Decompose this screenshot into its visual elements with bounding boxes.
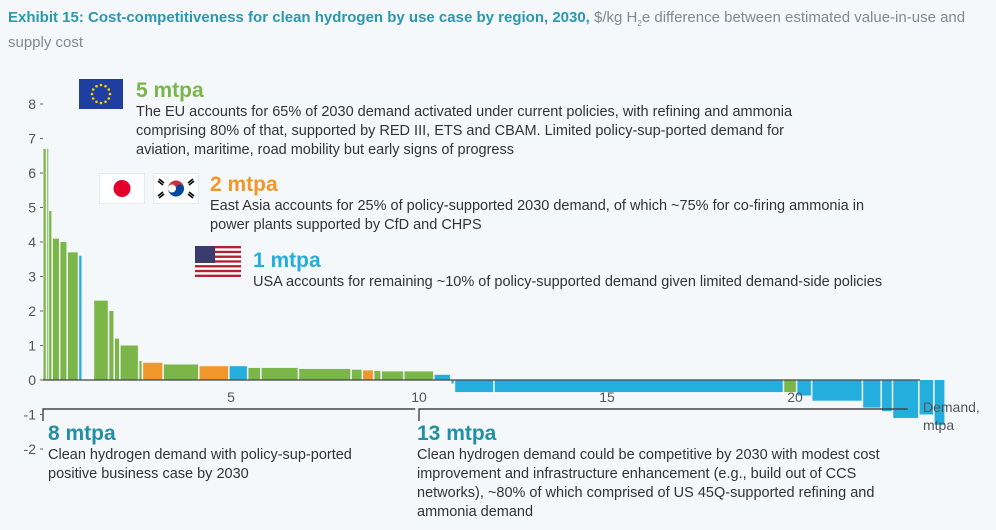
competitive-case-callout: 13 mtpa Clean hydrogen demand could be c… <box>417 422 887 522</box>
y-tick-label-2: 2 <box>28 303 36 319</box>
east-asia-callout: 2 mtpa East Asia accounts for 25% of pol… <box>210 173 890 235</box>
bar-11 <box>120 345 138 380</box>
bracket-1 <box>42 408 416 421</box>
y-tick-label-5: 5 <box>28 200 36 216</box>
positive-case-callout: 8 mtpa Clean hydrogen demand with policy… <box>48 422 368 484</box>
competitive-case-text: Clean hydrogen demand could be competiti… <box>417 447 880 520</box>
bar-33 <box>881 380 892 412</box>
bar-21 <box>363 370 373 380</box>
usa-text: USA accounts for remaining ~10% of polic… <box>253 274 883 290</box>
y-tick-label-8: 8 <box>28 96 36 112</box>
bar-19 <box>299 368 351 380</box>
bar-28 <box>494 380 783 393</box>
bar-27 <box>455 380 494 393</box>
usa-callout: 1 mtpa USA accounts for remaining ~10% o… <box>253 249 933 292</box>
bar-2 <box>47 148 49 380</box>
bar-8 <box>94 300 108 380</box>
eu-callout: 5 mtpa The EU accounts for 65% of 2030 d… <box>136 79 836 160</box>
y-tick-label-0: 0 <box>28 372 36 388</box>
japan-flag-icon <box>99 173 145 204</box>
bar-5 <box>60 242 67 380</box>
eu-flag-icon <box>79 79 123 109</box>
bar-32 <box>863 380 881 408</box>
bar-9 <box>109 311 114 380</box>
korea-flag-icon <box>153 173 199 204</box>
y-tick-label-4: 4 <box>28 234 36 250</box>
bar-16 <box>229 366 247 380</box>
chart-title: Exhibit 15: Cost-competitiveness for cle… <box>8 8 968 52</box>
y-tick-label-3: 3 <box>28 269 36 285</box>
x-tick-label-5: 5 <box>227 389 235 405</box>
bar-18 <box>261 367 298 380</box>
competitive-case-headline: 13 mtpa <box>417 422 497 445</box>
x-axis-label: Demand, mtpa <box>923 399 980 433</box>
usa-flag-icon <box>195 246 241 277</box>
x-tick-label-20: 20 <box>787 389 803 405</box>
bar-35 <box>919 380 934 415</box>
eu-headline: 5 mtpa <box>136 79 204 102</box>
positive-case-headline: 8 mtpa <box>48 422 116 445</box>
eu-text: The EU accounts for 65% of 2030 demand a… <box>136 104 793 158</box>
bar-13 <box>143 362 163 380</box>
bar-17 <box>248 367 261 380</box>
bar-3 <box>49 210 52 380</box>
bar-26 <box>451 380 454 384</box>
bar-12 <box>139 361 142 380</box>
bar-20 <box>351 369 362 380</box>
y-tick-label--1: -1 <box>24 407 37 423</box>
bar-4 <box>52 238 59 380</box>
bar-34 <box>893 380 919 418</box>
bar-23 <box>381 371 403 380</box>
bar-15 <box>199 366 229 380</box>
y-tick-label--2: -2 <box>24 441 37 457</box>
bar-7 <box>79 255 82 380</box>
x-tick-label-15: 15 <box>599 389 615 405</box>
y-tick-label-7: 7 <box>28 131 36 147</box>
positive-case-text: Clean hydrogen demand with policy-sup-po… <box>48 447 352 482</box>
bracket-2 <box>418 408 908 421</box>
usa-headline: 1 mtpa <box>253 249 321 272</box>
x-tick-label-10: 10 <box>411 389 427 405</box>
y-tick-label-1: 1 <box>28 338 36 354</box>
bar-6 <box>67 252 78 380</box>
bar-22 <box>374 371 381 380</box>
title-units: $/kg H2e difference between estimated va… <box>8 9 966 51</box>
bar-30 <box>797 380 811 396</box>
east-asia-text: East Asia accounts for 25% of policy-sup… <box>210 198 865 233</box>
bar-29 <box>784 380 796 393</box>
bar-10 <box>114 338 120 380</box>
title-lead: Exhibit 15: Cost-competitiveness for cle… <box>8 9 590 26</box>
bar-1 <box>43 148 46 380</box>
east-asia-headline: 2 mtpa <box>210 173 278 196</box>
bar-36 <box>934 380 945 425</box>
bar-24 <box>404 371 434 380</box>
bar-31 <box>812 380 862 401</box>
bar-25 <box>434 374 450 380</box>
bar-14 <box>163 364 199 380</box>
y-tick-label-6: 6 <box>28 165 36 181</box>
